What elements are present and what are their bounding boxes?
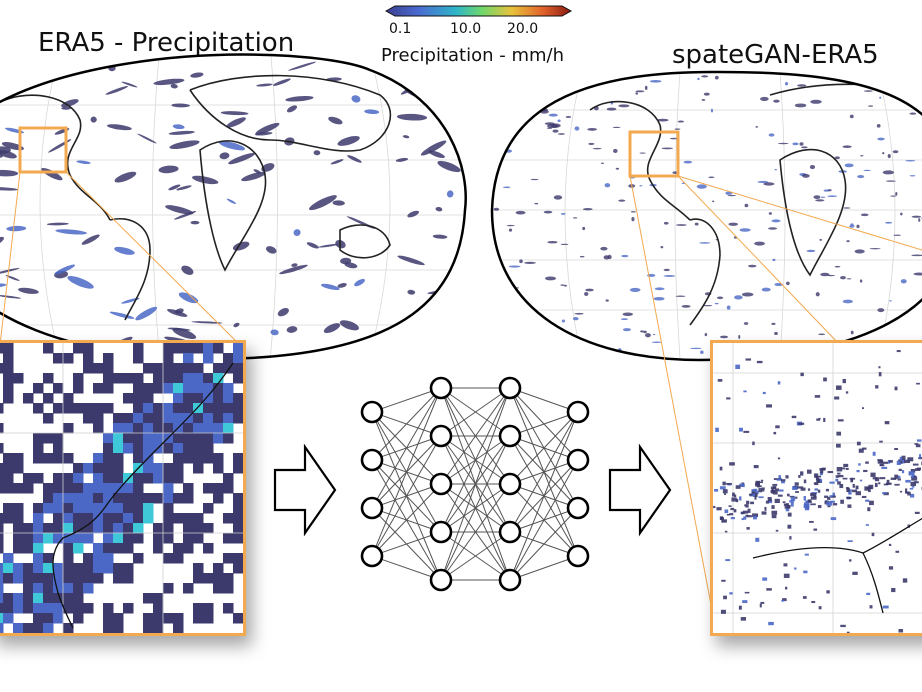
network-edge [371, 387, 442, 413]
network-edge [509, 411, 579, 485]
colorbar-tick-2: 20.0 [507, 21, 538, 37]
colorbar: 0.1 10.0 20.0 Precipitation - mm/h [381, 5, 573, 66]
network-edge [371, 387, 442, 461]
network-edge [440, 387, 511, 533]
colorbar-tick-1: 10.0 [450, 21, 481, 37]
network-edge [509, 411, 579, 437]
network-node [429, 424, 453, 448]
network-node [498, 376, 522, 400]
network-edge [440, 387, 511, 581]
network-edge [440, 387, 511, 485]
colorbar-tick-0: 0.1 [389, 21, 411, 37]
network-node [429, 568, 453, 592]
right-map-title: spateGAN-ERA5 [672, 40, 879, 70]
left-world-map [0, 53, 467, 361]
network-node [498, 424, 522, 448]
right-world-map [490, 70, 922, 611]
right-zoom-grid [713, 343, 922, 633]
left-zoom-image [0, 343, 243, 633]
network-node [360, 400, 384, 424]
left-zoom-panel [0, 340, 246, 636]
right-arrow-icon [273, 443, 337, 537]
right-coastlines [589, 83, 922, 326]
network-node [360, 496, 384, 520]
network-edge [509, 459, 579, 581]
right-zoom-coastline [752, 517, 922, 614]
right-map-outline [490, 70, 922, 362]
network-edge [371, 387, 442, 509]
network-edge [509, 507, 579, 581]
network-edge [371, 387, 442, 557]
network-edge [371, 531, 442, 557]
left-map-graticule [0, 54, 466, 359]
right-zoom-image [713, 343, 922, 633]
network-edge [509, 411, 579, 533]
network-edge [509, 411, 579, 581]
network-node [429, 472, 453, 496]
network-edge [509, 555, 579, 581]
network-node [566, 448, 590, 472]
left-zoom-marker [18, 126, 68, 174]
network-edge [440, 483, 511, 581]
left-zoom-coastline [52, 362, 234, 629]
network-edge [440, 387, 511, 437]
network-node [498, 472, 522, 496]
network-node [566, 400, 590, 424]
right-arrow-icon [608, 443, 672, 537]
right-zoom-panel [710, 340, 922, 636]
left-map-title: ERA5 - Precipitation [38, 28, 295, 58]
network-edge [509, 387, 579, 413]
network-node [566, 496, 590, 520]
right-map-graticule [492, 71, 922, 359]
network-node [498, 568, 522, 592]
neural-network-icon [360, 376, 590, 592]
left-coastlines [4, 74, 392, 321]
left-zoom-connectors [0, 171, 241, 346]
network-node [360, 544, 384, 568]
right-zoom-marker [628, 130, 680, 178]
network-node [429, 376, 453, 400]
network-edge [371, 435, 442, 557]
network-node [429, 520, 453, 544]
network-node [360, 448, 384, 472]
network-edge [440, 435, 511, 581]
network-edge [371, 555, 442, 581]
colorbar-bar [384, 5, 573, 17]
network-edge [440, 531, 511, 581]
left-zoom-grid [0, 343, 243, 633]
colorbar-title: Precipitation - mm/h [381, 45, 564, 66]
network-node [498, 520, 522, 544]
network-node [566, 544, 590, 568]
right-zoom-connectors [629, 175, 922, 611]
network-edge [371, 483, 442, 557]
